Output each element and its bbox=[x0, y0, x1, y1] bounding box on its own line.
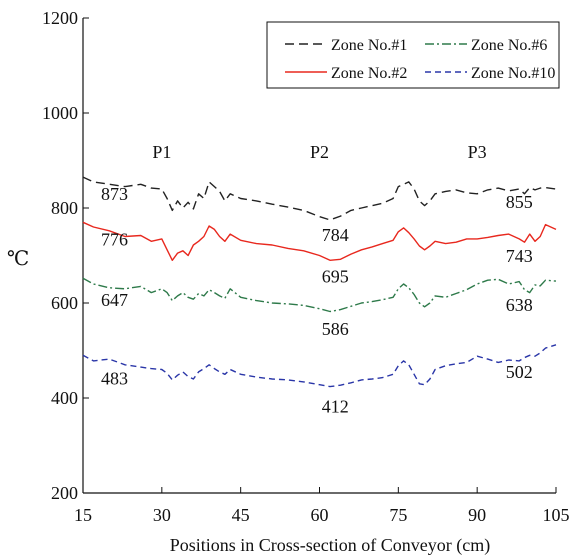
legend-label: Zone No.#10 bbox=[471, 65, 555, 82]
legend-label: Zone No.#6 bbox=[471, 37, 547, 54]
legend-box bbox=[266, 21, 560, 89]
series-line-4 bbox=[82, 344, 557, 388]
x-tick-label: 90 bbox=[468, 505, 486, 525]
data-label: 412 bbox=[322, 397, 349, 417]
data-label: 695 bbox=[322, 267, 349, 287]
legend: Zone No.#1 Zone No.#6 Zone No.#2 Zone No.#1… bbox=[266, 21, 560, 89]
legend-label: Zone No.#1 bbox=[331, 37, 407, 54]
series-line-3 bbox=[82, 277, 557, 313]
data-label: 873 bbox=[101, 184, 128, 204]
y-tick-label: 1200 bbox=[42, 8, 78, 28]
data-label: 586 bbox=[322, 319, 349, 339]
region-labels: P1 P2 P3 bbox=[152, 142, 486, 162]
x-tick-label: 75 bbox=[389, 505, 407, 525]
data-label: 647 bbox=[101, 290, 128, 310]
data-label: 776 bbox=[101, 230, 128, 250]
x-tick-label: 105 bbox=[543, 505, 570, 525]
y-tick-label: 600 bbox=[51, 293, 78, 313]
annotation-layer: 873 776 647 483 784 695 586 412 855 743 638 502 bbox=[101, 184, 533, 417]
data-label: 502 bbox=[506, 362, 533, 382]
data-label: 743 bbox=[506, 246, 533, 266]
y-tick-label: 200 bbox=[51, 483, 78, 503]
data-label: 855 bbox=[506, 192, 533, 212]
x-tick-label: 45 bbox=[232, 505, 250, 525]
series-layer bbox=[82, 176, 557, 388]
data-label: 483 bbox=[101, 369, 128, 389]
data-label: 638 bbox=[506, 295, 533, 315]
region-label: P1 bbox=[152, 142, 171, 162]
y-tick-label: 400 bbox=[51, 388, 78, 408]
region-label: P2 bbox=[310, 142, 329, 162]
data-label: 784 bbox=[322, 225, 349, 245]
y-axis-title: ℃ bbox=[7, 248, 29, 270]
y-tick-label: 800 bbox=[51, 198, 78, 218]
series-line-1 bbox=[82, 176, 557, 221]
x-tick-label: 60 bbox=[311, 505, 329, 525]
region-label: P3 bbox=[468, 142, 487, 162]
legend-label: Zone No.#2 bbox=[331, 65, 407, 82]
axes: 15 30 45 60 75 90 105 200 400 600 800 1000 1200 bbox=[42, 8, 570, 525]
series-line-2 bbox=[82, 221, 557, 261]
x-tick-label: 15 bbox=[74, 505, 92, 525]
x-tick-label: 30 bbox=[153, 505, 171, 525]
y-tick-label: 1000 bbox=[42, 103, 78, 123]
x-axis-title: Positions in Cross-section of Conveyor (… bbox=[170, 535, 490, 556]
